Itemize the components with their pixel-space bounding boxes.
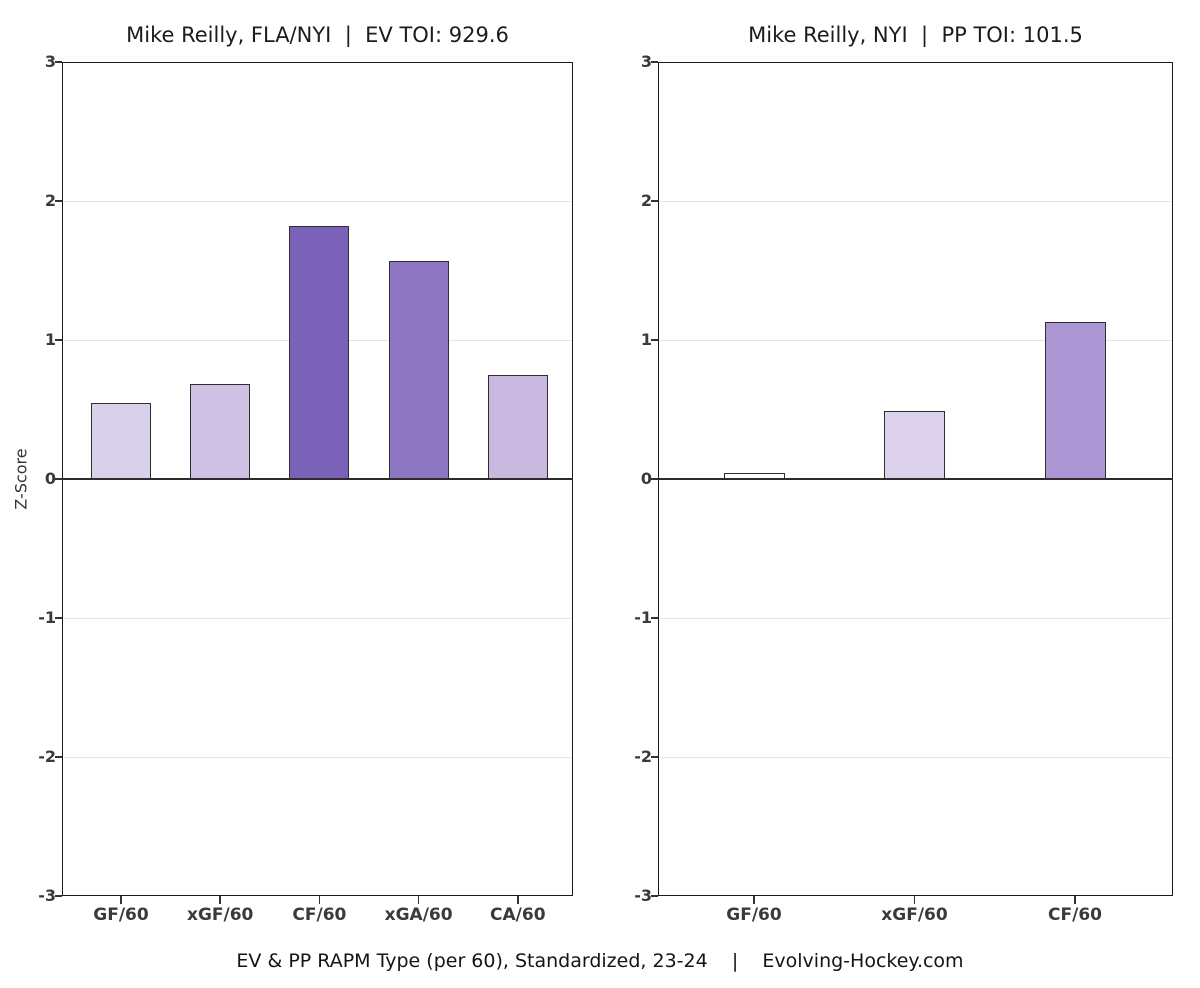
y-tick-mark xyxy=(55,339,62,341)
bar-xgf-60 xyxy=(190,384,251,479)
y-tick-mark xyxy=(55,61,62,63)
zero-baseline xyxy=(658,478,1173,480)
y-tick-mark xyxy=(55,200,62,202)
x-tick-mark xyxy=(1074,896,1076,904)
bar-xga-60 xyxy=(388,260,449,479)
y-tick-label: 2 xyxy=(44,191,56,211)
y-tick-label: 2 xyxy=(640,191,652,211)
x-tick-label: GF/60 xyxy=(726,905,782,925)
gridline xyxy=(660,618,1171,619)
y-tick-mark xyxy=(651,478,658,480)
bar-cf-60 xyxy=(289,226,350,479)
y-tick-mark xyxy=(55,478,62,480)
y-tick-label: -1 xyxy=(634,608,652,628)
chart-title: Mike Reilly, NYI | PP TOI: 101.5 xyxy=(748,23,1083,47)
bar-xgf-60 xyxy=(884,410,945,479)
y-tick-mark xyxy=(651,617,658,619)
x-tick-mark xyxy=(913,896,916,904)
y-tick-label: 1 xyxy=(44,330,56,350)
x-tick-mark xyxy=(318,896,321,904)
chart-title: Mike Reilly, FLA/NYI | EV TOI: 929.6 xyxy=(126,23,509,47)
x-tick-label: CF/60 xyxy=(1048,905,1102,925)
y-tick-label: 3 xyxy=(640,52,652,72)
y-tick-mark xyxy=(55,617,62,619)
x-tick-mark xyxy=(219,896,221,904)
y-tick-mark xyxy=(651,61,658,63)
x-tick-mark xyxy=(417,896,420,904)
bar-ca-60 xyxy=(487,374,548,479)
x-tick-label: GF/60 xyxy=(93,905,149,925)
x-tick-mark xyxy=(753,896,755,904)
y-tick-mark xyxy=(651,200,658,202)
zero-baseline xyxy=(62,478,573,480)
y-tick-label: 3 xyxy=(44,52,56,72)
gridline xyxy=(660,340,1171,341)
y-tick-label: -2 xyxy=(634,747,652,767)
gridline xyxy=(64,201,571,202)
bar-gf-60 xyxy=(91,402,151,479)
y-tick-label: -3 xyxy=(38,886,56,906)
x-tick-label: CA/60 xyxy=(490,905,546,925)
y-tick-label: -3 xyxy=(634,886,652,906)
x-tick-mark xyxy=(120,896,122,904)
y-tick-mark xyxy=(55,895,62,897)
y-tick-label: -1 xyxy=(38,608,56,628)
gridline xyxy=(64,757,571,758)
y-tick-label: 0 xyxy=(640,469,652,489)
x-tick-label: xGF/60 xyxy=(881,905,948,925)
y-tick-mark xyxy=(651,895,658,897)
figure-caption: EV & PP RAPM Type (per 60), Standardized… xyxy=(236,950,964,972)
y-tick-label: -2 xyxy=(38,747,56,767)
gridline xyxy=(660,201,1171,202)
gridline xyxy=(64,618,571,619)
y-tick-label: 0 xyxy=(44,469,56,489)
y-tick-label: 1 xyxy=(640,330,652,350)
x-tick-label: CF/60 xyxy=(292,905,347,925)
y-tick-mark xyxy=(651,339,658,341)
x-tick-mark xyxy=(517,896,519,904)
x-tick-label: xGA/60 xyxy=(384,905,453,925)
x-tick-label: xGF/60 xyxy=(186,905,254,925)
y-tick-mark xyxy=(55,756,62,758)
gridline xyxy=(660,757,1171,758)
bar-cf-60 xyxy=(1044,321,1106,479)
y-tick-mark xyxy=(651,756,658,758)
bar-gf-60 xyxy=(723,473,785,479)
